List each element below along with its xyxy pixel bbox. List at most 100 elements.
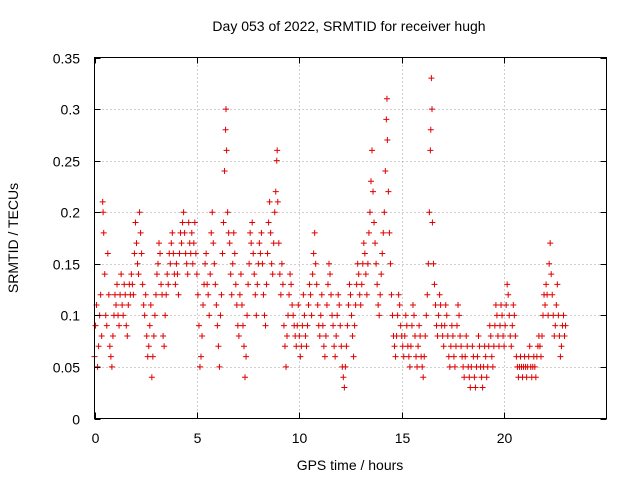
data-point [308, 312, 315, 319]
data-point [178, 240, 185, 247]
data-point [419, 363, 426, 370]
data-point [485, 343, 492, 350]
data-point [165, 281, 172, 288]
data-point [169, 229, 176, 236]
data-point [495, 343, 502, 350]
data-point [205, 291, 212, 298]
data-point [450, 353, 457, 360]
data-point [164, 271, 171, 278]
data-point [475, 332, 482, 339]
data-point [203, 250, 210, 257]
data-point [331, 343, 338, 350]
data-point [239, 322, 246, 329]
data-point [372, 240, 379, 247]
data-point [272, 188, 279, 195]
data-point [397, 322, 404, 329]
data-point [193, 271, 200, 278]
data-point [222, 106, 229, 113]
data-point [268, 260, 275, 267]
data-point [493, 312, 500, 319]
data-point [540, 312, 547, 319]
data-point [281, 343, 288, 350]
data-point [346, 281, 353, 288]
data-point [100, 209, 107, 216]
data-point [330, 322, 337, 329]
data-point [486, 322, 493, 329]
data-point [359, 260, 366, 267]
data-point [439, 332, 446, 339]
data-point [122, 291, 129, 298]
data-point [192, 250, 199, 257]
data-point [506, 312, 513, 319]
data-point [150, 332, 157, 339]
data-point [371, 219, 378, 226]
data-point [482, 353, 489, 360]
data-point [300, 291, 307, 298]
data-point [168, 240, 175, 247]
data-point [484, 363, 491, 370]
data-point [335, 291, 342, 298]
data-point [557, 353, 564, 360]
data-point [271, 209, 278, 216]
data-point [399, 343, 406, 350]
data-point [505, 291, 512, 298]
y-tick-label: 0.1 [61, 308, 81, 324]
data-point [494, 332, 501, 339]
data-point [367, 178, 374, 185]
data-point [472, 384, 479, 391]
data-point [152, 291, 159, 298]
data-point [118, 271, 125, 278]
data-point [232, 281, 239, 288]
data-point [236, 291, 243, 298]
x-axis-label: GPS time / hours [297, 457, 404, 473]
data-point [343, 343, 350, 350]
data-point [298, 343, 305, 350]
data-point [145, 343, 152, 350]
data-point [257, 250, 264, 257]
data-point [249, 219, 256, 226]
data-point [99, 198, 106, 205]
data-point [309, 271, 316, 278]
data-point [448, 322, 455, 329]
data-point [412, 332, 419, 339]
data-point [350, 353, 357, 360]
data-point [297, 353, 304, 360]
data-point [151, 312, 158, 319]
data-point [307, 291, 314, 298]
data-point [284, 332, 291, 339]
y-tick-label: 0.35 [53, 51, 80, 67]
data-point [153, 271, 160, 278]
data-point [392, 353, 399, 360]
y-tick-label: 0.25 [53, 154, 80, 170]
data-point [353, 281, 360, 288]
data-point [362, 271, 369, 278]
data-point [294, 322, 301, 329]
data-point [558, 343, 565, 350]
data-point [316, 332, 323, 339]
data-point [446, 363, 453, 370]
data-point [210, 240, 217, 247]
data-point [498, 302, 505, 309]
data-point [105, 291, 112, 298]
data-point [323, 302, 330, 309]
data-point [508, 343, 515, 350]
data-point [263, 281, 270, 288]
data-point [161, 343, 168, 350]
data-point [310, 250, 317, 257]
data-point [531, 363, 538, 370]
data-point [337, 322, 344, 329]
data-point [408, 322, 415, 329]
data-point [460, 363, 467, 370]
data-point [466, 374, 473, 381]
data-point [338, 343, 345, 350]
data-point [251, 271, 258, 278]
data-point [179, 219, 186, 226]
data-point [457, 332, 464, 339]
data-point [195, 322, 202, 329]
data-point [224, 209, 231, 216]
data-point [295, 302, 302, 309]
data-point [441, 322, 448, 329]
data-point [360, 240, 367, 247]
data-point [420, 374, 427, 381]
